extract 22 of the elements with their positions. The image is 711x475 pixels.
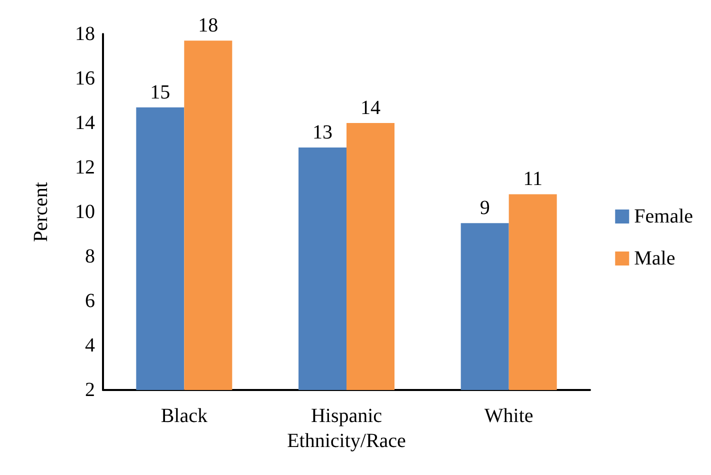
x-tick-label: Hispanic xyxy=(310,405,382,427)
y-axis-title: Percent xyxy=(30,182,52,242)
data-label: 15 xyxy=(150,81,170,104)
x-tick-label: White xyxy=(484,405,534,427)
legend-label: Male xyxy=(634,248,676,270)
y-tick-label: 16 xyxy=(75,68,95,90)
y-tick-label: 6 xyxy=(85,290,95,312)
legend-label: Female xyxy=(634,206,694,228)
data-label: 9 xyxy=(480,197,490,220)
data-label: 13 xyxy=(312,121,332,144)
x-tick-label: Black xyxy=(160,405,208,427)
y-tick-label: 8 xyxy=(85,246,95,268)
data-label: 11 xyxy=(523,168,542,190)
y-tick-label: 14 xyxy=(75,112,95,134)
data-label: 14 xyxy=(360,97,380,119)
y-tick-label: 10 xyxy=(75,201,95,223)
y-tick-label: 18 xyxy=(75,23,95,45)
y-tick-label: 12 xyxy=(75,156,95,178)
y-tick-label: 2 xyxy=(85,379,95,401)
data-label: 18 xyxy=(198,14,218,37)
x-axis-title: Ethnicity/Race xyxy=(287,430,406,452)
y-tick-label: 4 xyxy=(85,334,95,356)
